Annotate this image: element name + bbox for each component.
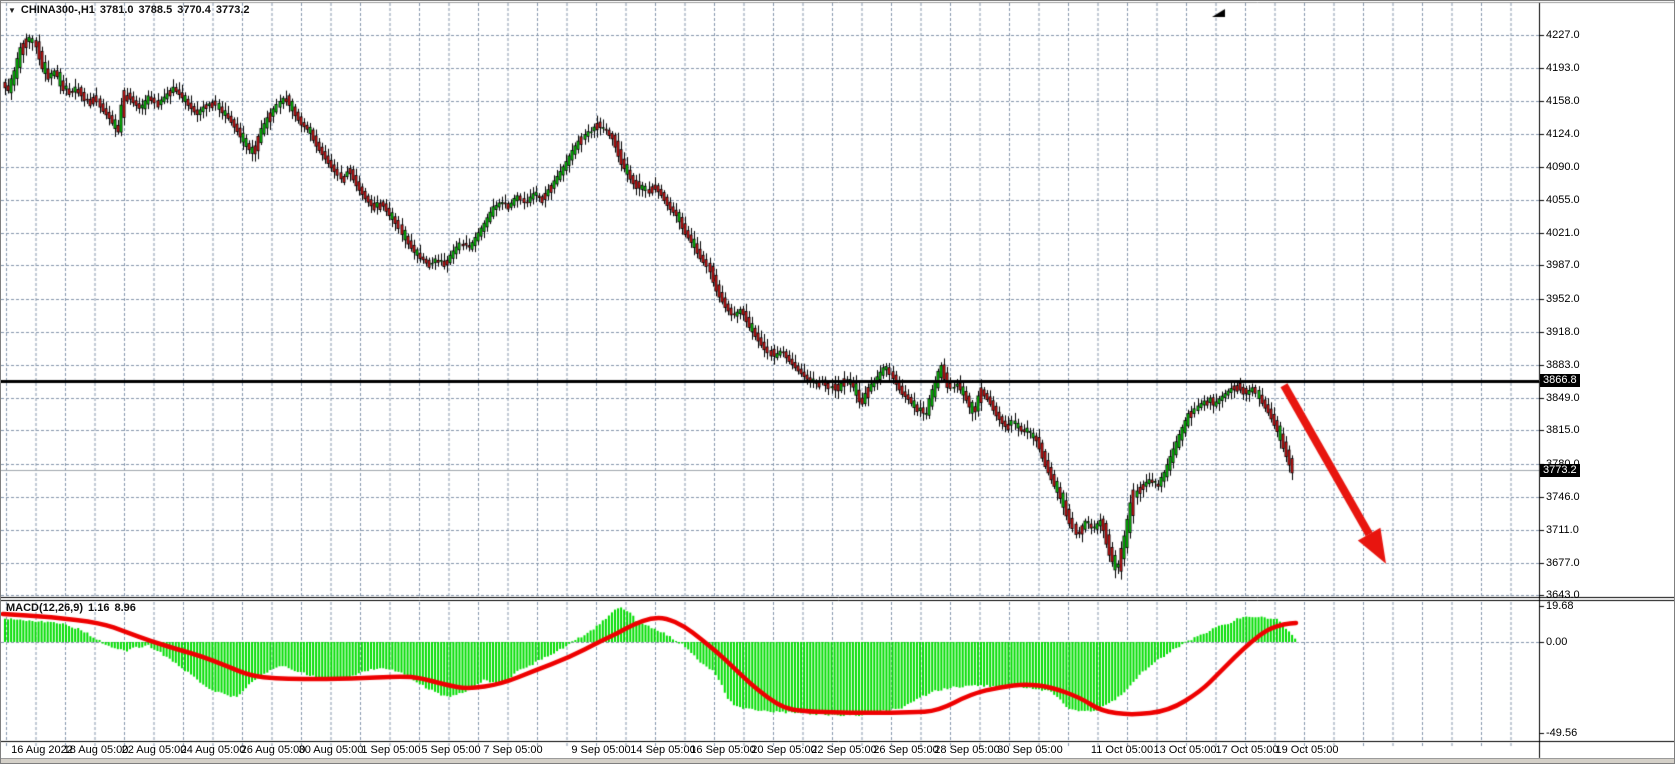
time-axis-label: 26 Sep 05:00 <box>873 744 939 756</box>
ohlc-low: 3770.4 <box>177 4 211 16</box>
time-axis[interactable] <box>1 742 1674 758</box>
macd-axis-label: 0.00 <box>1546 636 1568 648</box>
time-axis-label: 20 Sep 05:00 <box>751 744 817 756</box>
time-axis-label: 30 Sep 05:00 <box>997 744 1063 756</box>
window-bottom-strip <box>1 758 1674 763</box>
price-axis-label: 4090.0 <box>1546 161 1580 173</box>
price-axis-label: 3677.0 <box>1546 557 1580 569</box>
time-axis-label: 28 Sep 05:00 <box>934 744 1000 756</box>
price-axis-label: 3711.0 <box>1546 524 1579 536</box>
price-pane[interactable] <box>1 3 1539 597</box>
indicator-name: MACD(12,26,9) <box>6 602 84 614</box>
price-axis-label: 4227.0 <box>1546 29 1580 41</box>
time-axis-label: 9 Sep 05:00 <box>571 744 631 756</box>
time-axis-label: 30 Aug 05:00 <box>298 744 364 756</box>
macd-axis-label: 19.68 <box>1546 600 1574 612</box>
macd-axis-label: -49.56 <box>1546 727 1578 739</box>
time-axis-label: 22 Aug 05:00 <box>121 744 187 756</box>
price-axis-label: 3746.0 <box>1546 491 1580 503</box>
price-axis-label: 3883.0 <box>1546 359 1580 371</box>
price-tag-current[interactable]: 3773.2 <box>1540 464 1580 477</box>
time-axis-label: 19 Oct 05:00 <box>1275 744 1339 756</box>
price-axis-label: 4124.0 <box>1546 128 1580 140</box>
price-axis-label: 3815.0 <box>1546 424 1580 436</box>
time-axis-label: 26 Aug 05:00 <box>240 744 306 756</box>
price-tag-resistance[interactable]: 3866.8 <box>1540 374 1580 387</box>
price-axis-label: 4193.0 <box>1546 62 1580 74</box>
ohlc-close: 3773.2 <box>215 4 250 16</box>
time-axis-label: 1 Sep 05:00 <box>361 744 421 756</box>
time-axis-label: 24 Aug 05:00 <box>180 744 246 756</box>
time-axis-label: 13 Oct 05:00 <box>1153 744 1217 756</box>
price-axis-label: 3918.0 <box>1546 326 1580 338</box>
price-axis-label: 3849.0 <box>1546 392 1580 404</box>
indicator-signal-value: 8.96 <box>114 602 136 614</box>
time-axis-label: 16 Sep 05:00 <box>690 744 756 756</box>
indicator-label: MACD(12,26,9) 1.16 8.96 <box>6 602 141 614</box>
price-axis-label: 4055.0 <box>1546 194 1580 206</box>
symbol-dropdown-icon[interactable]: ▼ <box>8 6 16 15</box>
time-axis-label: 18 Aug 05:00 <box>63 744 129 756</box>
time-axis-label: 11 Oct 05:00 <box>1090 744 1154 756</box>
ohlc-open: 3781.0 <box>99 4 134 16</box>
price-axis-label: 3987.0 <box>1546 259 1580 271</box>
symbol-period-label: CHINA300-,H1 <box>20 4 95 16</box>
price-axis-label: 3952.0 <box>1546 293 1580 305</box>
chart-title-bar: ▼ CHINA300-,H1 3781.0 3788.5 3770.4 3773.2 <box>8 4 255 16</box>
indicator-macd-value: 1.16 <box>88 602 110 614</box>
time-axis-label: 14 Sep 05:00 <box>630 744 696 756</box>
price-axis-label: 4021.0 <box>1546 227 1580 239</box>
time-axis-label: 22 Sep 05:00 <box>811 744 877 756</box>
price-axis-label: 3643.0 <box>1546 589 1580 601</box>
ohlc-high: 3788.5 <box>138 4 173 16</box>
price-axis[interactable] <box>1540 3 1674 741</box>
time-axis-label: 17 Oct 05:00 <box>1215 744 1279 756</box>
price-axis-label: 4158.0 <box>1546 95 1580 107</box>
indicator-pane[interactable] <box>1 602 1539 741</box>
time-axis-label: 16 Aug 2022 <box>11 744 73 756</box>
time-axis-label: 5 Sep 05:00 <box>421 744 481 756</box>
time-axis-label: 7 Sep 05:00 <box>483 744 543 756</box>
